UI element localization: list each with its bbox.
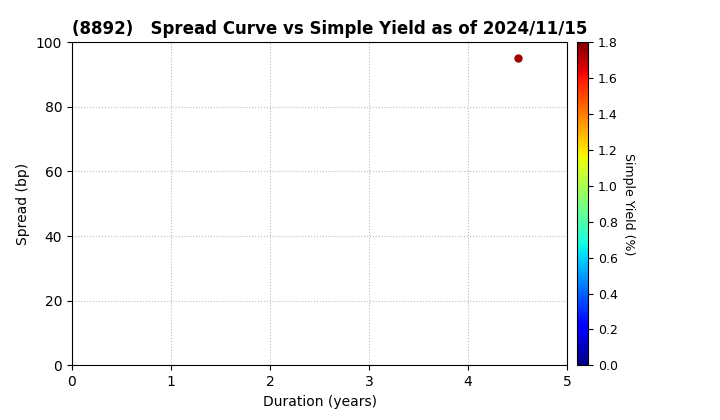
Text: (8892)   Spread Curve vs Simple Yield as of 2024/11/15: (8892) Spread Curve vs Simple Yield as o…: [72, 20, 588, 38]
Y-axis label: Spread (bp): Spread (bp): [17, 163, 30, 245]
X-axis label: Duration (years): Duration (years): [263, 395, 377, 409]
Point: [512, 55, 523, 61]
Y-axis label: Simple Yield (%): Simple Yield (%): [621, 152, 634, 255]
